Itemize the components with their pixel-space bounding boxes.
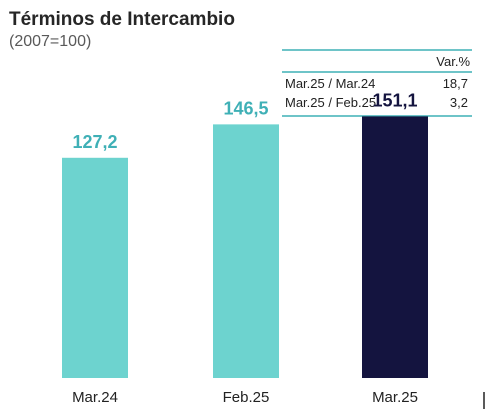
chart-title: Términos de Intercambio — [9, 9, 235, 30]
value-label: 146,5 — [223, 98, 268, 118]
table-row-2-label: Mar.25 / Feb.25 — [285, 95, 376, 110]
category-label: Feb.25 — [223, 389, 270, 406]
chart-subtitle: (2007=100) — [9, 33, 91, 50]
category-labels-group: Mar.24 Feb.25 Mar.25 — [72, 389, 418, 406]
table-row-2-value: 3,2 — [450, 95, 468, 110]
category-label: Mar.25 — [372, 389, 418, 406]
table-row-1-label: Mar.25 / Mar.24 — [285, 76, 375, 91]
category-label: Mar.24 — [72, 389, 118, 406]
value-label: 127,2 — [72, 132, 117, 152]
table-header-var: Var.% — [436, 54, 470, 69]
value-label: 151,1 — [372, 90, 417, 110]
variation-table: Var.% Mar.25 / Mar.24 18,7 Mar.25 / Feb.… — [282, 49, 472, 117]
bars-group — [62, 116, 428, 378]
bar-mar-25 — [362, 116, 428, 378]
bar-mar-24 — [62, 157, 128, 378]
table-row-1-value: 18,7 — [443, 76, 468, 91]
value-labels-group: 127,2 146,5 151,1 — [72, 90, 417, 151]
bar-feb-25 — [213, 124, 279, 378]
